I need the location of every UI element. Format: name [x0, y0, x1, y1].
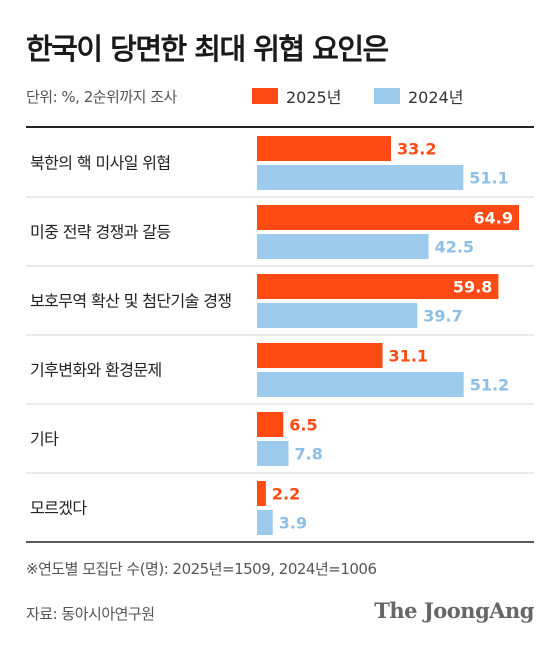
- value-label-2024: 39.7: [423, 307, 462, 326]
- bar-2024: [257, 510, 273, 535]
- source-note: 자료: 동아시아연구원: [26, 605, 155, 623]
- value-label-2025: 64.9: [474, 209, 513, 228]
- legend-label-2024: 2024년: [408, 88, 464, 107]
- bar-2025: [257, 274, 499, 299]
- bar-2025: [257, 343, 383, 368]
- bar-2025: [257, 136, 392, 161]
- publisher-logo: The JoongAng: [374, 598, 534, 623]
- bar-2025: [257, 412, 284, 437]
- legend-swatch-2024: [374, 88, 400, 104]
- value-label-2024: 51.2: [470, 376, 509, 395]
- legend-label-2025: 2025년: [286, 88, 342, 107]
- category-label: 보호무역 확산 및 첨단기술 경쟁: [30, 292, 232, 311]
- value-label-2024: 42.5: [435, 238, 474, 257]
- value-label-2025: 59.8: [453, 278, 492, 297]
- legend-item-2024: 2024년: [374, 84, 463, 108]
- bar-2025: [257, 481, 266, 506]
- category-label: 기타: [30, 430, 59, 449]
- chart-title: 한국이 당면한 최대 위협 요인은: [26, 32, 389, 66]
- bar-2024: [257, 372, 464, 397]
- bar-2024: [257, 441, 289, 466]
- legend-item-2025: 2025년: [252, 84, 341, 108]
- category-label: 모르겠다: [30, 499, 87, 518]
- legend-swatch-2025: [252, 88, 278, 104]
- bar-2025: [257, 205, 519, 230]
- unit-note: 단위: %, 2순위까지 조사: [26, 88, 177, 106]
- bar-2024: [257, 303, 418, 328]
- value-label-2025: 2.2: [272, 485, 300, 504]
- value-label-2024: 51.1: [469, 169, 508, 188]
- category-label: 기후변화와 환경문제: [30, 361, 162, 380]
- sample-size-footnote: ※연도별 모집단 수(명): 2025년=1509, 2024년=1006: [26, 560, 377, 578]
- value-label-2025: 33.2: [397, 140, 436, 159]
- category-label: 북한의 핵 미사일 위협: [30, 154, 171, 173]
- bar-2024: [257, 234, 429, 259]
- bar-2024: [257, 165, 464, 190]
- chart-top-rule: [26, 126, 534, 128]
- value-label-2025: 31.1: [389, 347, 428, 366]
- category-label: 미중 전략 경쟁과 갈등: [30, 223, 171, 242]
- value-label-2024: 3.9: [279, 514, 307, 533]
- value-label-2025: 6.5: [289, 416, 317, 435]
- value-label-2024: 7.8: [294, 445, 322, 464]
